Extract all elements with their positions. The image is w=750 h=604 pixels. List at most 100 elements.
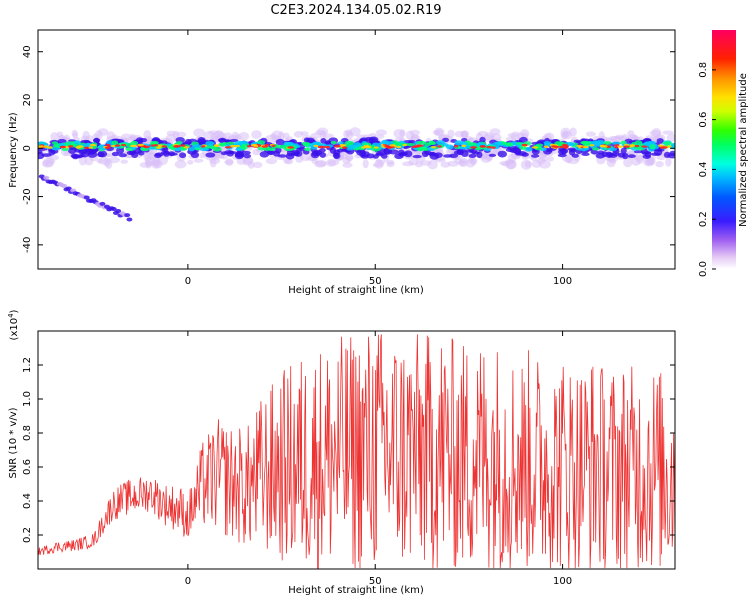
spectrogram-peak-energy — [562, 144, 569, 148]
spectrogram-energy — [605, 151, 613, 158]
spectrogram-faint-energy — [399, 129, 406, 138]
spectrogram-strong-energy — [435, 140, 446, 145]
spectrogram-energy — [404, 150, 413, 158]
spectrogram-faint-energy — [326, 158, 337, 167]
spectrogram-strong-energy — [649, 144, 656, 150]
spectrogram-peak-energy — [120, 143, 127, 147]
spectrogram-streak — [124, 213, 131, 218]
spectrogram-peak-energy — [150, 144, 156, 147]
spectrogram-faint-energy — [489, 128, 501, 136]
spectrogram-strong-energy — [330, 140, 337, 145]
spectrogram-peak-energy — [461, 144, 467, 148]
spectrogram-peak-energy — [480, 144, 486, 148]
spectrogram-peak-energy — [617, 145, 624, 148]
spectrogram-energy — [243, 153, 252, 159]
spectrogram-strong-energy — [505, 142, 514, 147]
snr-y-tick-label: 1.2 — [22, 357, 33, 373]
spectrogram-peak-energy — [490, 146, 496, 149]
spectrogram-peak-energy — [641, 145, 648, 148]
spectrogram-faint-energy — [147, 151, 156, 160]
spectrogram-peak-energy — [373, 146, 379, 149]
spectrogram-faint-energy — [247, 161, 255, 169]
spectrogram-peak-energy — [554, 145, 560, 149]
spectrogram-y-tick-label: 20 — [22, 94, 33, 107]
spectrogram-strong-energy — [580, 140, 589, 145]
spectrogram-ticks: 0 50 100 -40 -20 0 20 40 — [22, 30, 675, 287]
spectrogram-strong-energy — [226, 141, 235, 145]
spectrogram-peak-energy — [214, 144, 220, 147]
spectrogram-peak-energy — [173, 145, 180, 148]
spectrogram-strong-energy — [603, 141, 612, 145]
spectrogram-peak-energy — [667, 145, 672, 148]
spectrogram-strong-energy — [301, 141, 310, 145]
spectrogram-faint-energy — [311, 159, 319, 164]
spectrogram-faint-energy — [369, 132, 377, 138]
snr-ticks: 0 50 100 0.2 0.4 0.6 0.8 1.0 1.2 — [22, 331, 675, 587]
spectrogram-faint-energy — [643, 158, 655, 167]
spectrogram-faint-energy — [665, 157, 672, 167]
spectrogram-energy — [217, 138, 227, 142]
spectrogram-strong-energy — [348, 144, 357, 149]
spectrogram-peak-energy — [250, 144, 258, 147]
spectrogram-peak-energy — [246, 145, 252, 148]
spectrogram-faint-energy — [507, 153, 517, 164]
spectrogram-faint-energy — [585, 131, 596, 137]
spectrogram-peak-energy — [271, 144, 276, 147]
spectrogram-energy — [557, 153, 567, 158]
spectrogram-energy — [78, 148, 88, 155]
snr-plot-area — [38, 334, 675, 569]
spectrogram-faint-energy — [143, 152, 150, 161]
colorbar-tick-label: 0.4 — [698, 161, 709, 177]
spectrogram-energy — [275, 138, 285, 146]
spectrogram-peak-energy — [415, 144, 421, 147]
spectrogram-energy — [642, 151, 652, 155]
spectrogram-faint-energy — [510, 131, 521, 142]
spectrogram-energy — [443, 154, 453, 158]
spectrogram-peak-energy — [531, 146, 539, 149]
spectrogram-faint-energy — [174, 160, 187, 169]
spectrogram-peak-energy — [161, 145, 168, 148]
spectrogram-strong-energy — [111, 140, 119, 146]
spectrogram-faint-energy — [152, 156, 161, 167]
spectrogram-peak-energy — [110, 144, 116, 148]
spectrogram-faint-energy — [520, 159, 532, 170]
spectrogram-energy — [41, 153, 52, 157]
spectrogram-energy — [333, 152, 341, 160]
spectrogram-faint-energy — [120, 159, 128, 164]
colorbar-tick-label: 0.2 — [698, 211, 709, 227]
spectrogram-faint-energy — [186, 159, 194, 165]
spectrogram-energy — [507, 146, 517, 151]
snr-x-tick-label: 50 — [369, 576, 382, 587]
spectrogram-energy — [274, 147, 282, 154]
spectrogram-energy — [298, 147, 307, 152]
spectrogram-peak-energy — [387, 146, 393, 149]
spectrogram-y-tick-label: -40 — [22, 237, 33, 253]
colorbar-label: Normalized spectral amplitude — [738, 73, 749, 227]
spectrogram-strong-energy — [611, 141, 621, 146]
spectrogram-peak-energy — [313, 144, 319, 148]
figure-title: C2E3.2024.134.05.02.R19 — [270, 3, 441, 18]
spectrogram-energy — [224, 150, 234, 155]
spectrogram-strong-energy — [52, 143, 61, 148]
spectrogram-peak-energy — [629, 144, 635, 147]
snr-y-axis-label: SNR (10 * v/v) — [8, 407, 19, 478]
spectrogram-strong-energy — [234, 140, 243, 146]
spectrogram-energy — [429, 152, 440, 160]
spectrogram-faint-energy — [655, 160, 664, 168]
spectrogram-faint-energy — [98, 157, 109, 165]
spectrogram-peak-energy — [129, 144, 137, 148]
spectrogram-faint-energy — [623, 157, 633, 168]
spectrogram-strong-energy — [205, 141, 215, 146]
spectrogram-energy — [302, 149, 310, 155]
colorbar-ticks: 0.0 0.2 0.4 0.6 0.8 — [698, 62, 716, 277]
spectrogram-faint-energy — [78, 155, 87, 166]
spectrogram-peak-energy — [582, 145, 589, 149]
spectrogram-peak-energy — [156, 146, 162, 149]
spectrogram-faint-energy — [627, 130, 635, 137]
spectrogram-energy — [590, 149, 599, 155]
spectrogram-energy — [205, 152, 216, 158]
spectrogram-energy — [560, 148, 569, 154]
spectrogram-energy — [336, 148, 345, 153]
spectrogram-faint-energy — [656, 155, 666, 161]
spectrogram-peak-energy — [38, 145, 44, 148]
